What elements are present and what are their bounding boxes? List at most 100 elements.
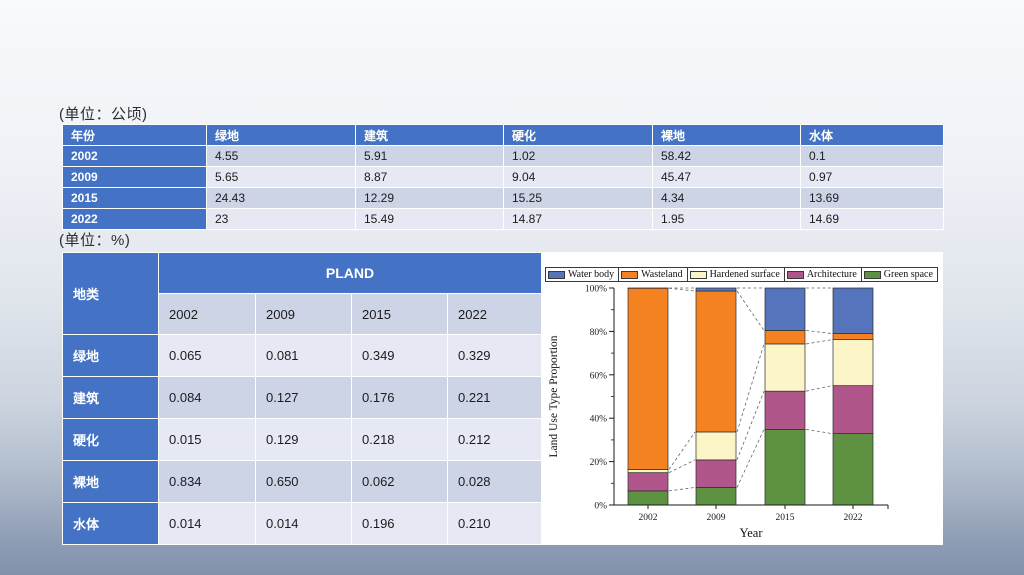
cell: 14.87 — [503, 208, 653, 230]
year-header: 2015 — [351, 293, 448, 335]
cell: 12.29 — [355, 187, 504, 209]
cell: 0.129 — [255, 418, 352, 461]
cell: 0.015 — [158, 418, 256, 461]
cell: 0.176 — [351, 376, 448, 419]
col-header-bareland: 裸地 — [652, 124, 801, 146]
svg-text:60%: 60% — [590, 371, 608, 381]
svg-text:40%: 40% — [590, 415, 608, 425]
cell: 0.028 — [446, 460, 543, 503]
chart-panel — [541, 252, 943, 545]
row-header: 2015 — [62, 187, 207, 209]
col-header-landtype: 地类 — [62, 252, 159, 335]
percent-unit-caption: (单位：%) — [59, 232, 131, 249]
cell: 0.329 — [446, 334, 543, 377]
cell: 15.49 — [355, 208, 504, 230]
cell: 0.221 — [446, 376, 543, 419]
architecture-swatch-icon — [786, 270, 804, 279]
col-header-hardened: 硬化 — [503, 124, 653, 146]
svg-text:Year: Year — [739, 526, 763, 540]
table-row: 硬化 0.015 0.129 0.218 0.212 — [62, 418, 543, 461]
group-header-pland: PLAND — [157, 252, 543, 294]
svg-text:2015: 2015 — [776, 513, 795, 523]
table-row: 2002 4.55 5.91 1.02 58.42 0.1 — [62, 145, 944, 167]
svg-text:20%: 20% — [590, 458, 608, 468]
cell: 4.34 — [652, 187, 801, 209]
year-header: 2022 — [446, 293, 543, 335]
legend-item-architecture: Architecture — [783, 267, 862, 282]
legend-label: Green space — [883, 268, 933, 280]
cell: 0.065 — [158, 334, 256, 377]
table-row: 水体 0.014 0.014 0.196 0.210 — [62, 502, 543, 545]
cell: 0.014 — [255, 502, 352, 545]
hardened-surface-swatch-icon — [689, 270, 707, 279]
legend-item-hardened-surface: Hardened surface — [686, 267, 785, 282]
col-header-architecture: 建筑 — [355, 124, 504, 146]
row-header: 2022 — [62, 208, 207, 230]
row-header-bareland: 裸地 — [62, 460, 159, 503]
legend-item-water-body: Water body — [545, 267, 620, 282]
hectares-table: 年份 绿地 建筑 硬化 裸地 水体 2002 4.55 5.91 1.02 58… — [62, 124, 944, 230]
table-header-row: 年份 绿地 建筑 硬化 裸地 水体 — [62, 124, 944, 146]
cell: 1.02 — [503, 145, 653, 167]
cell: 15.25 — [503, 187, 653, 209]
table-row: 2022 23 15.49 14.87 1.95 14.69 — [62, 208, 944, 230]
cell: 1.95 — [652, 208, 801, 230]
cell: 5.91 — [355, 145, 504, 167]
year-header: 2009 — [255, 293, 352, 335]
cell: 0.834 — [158, 460, 256, 503]
table-header-row: 地类 PLAND — [62, 252, 543, 335]
cell: 0.084 — [158, 376, 256, 419]
green-space-swatch-icon — [863, 270, 881, 279]
wasteland-swatch-icon — [621, 270, 639, 279]
table-subheader-row: 2002 2009 2015 2022 — [63, 293, 543, 335]
legend-label: Hardened surface — [709, 268, 780, 280]
col-header-greenspace: 绿地 — [206, 124, 356, 146]
cell: 24.43 — [206, 187, 356, 209]
cell: 9.04 — [503, 166, 653, 188]
cell: 45.47 — [652, 166, 801, 188]
cell: 0.127 — [255, 376, 352, 419]
cell: 23 — [206, 208, 356, 230]
landuse-stacked-bar-chart: 0% 20% 40% 60% 80% 100% 2002 2009 2015 2022 Land U… — [548, 285, 889, 540]
row-header-waterbody: 水体 — [62, 502, 159, 545]
hectares-unit-caption: (单位：公顷) — [59, 106, 148, 123]
legend-label: Architecture — [806, 268, 857, 280]
svg-text:0%: 0% — [594, 502, 607, 512]
row-header-hardened: 硬化 — [62, 418, 159, 461]
cell: 0.349 — [351, 334, 448, 377]
table-row: 裸地 0.834 0.650 0.062 0.028 — [62, 460, 543, 503]
cell: 0.97 — [800, 166, 944, 188]
row-header: 2009 — [62, 166, 207, 188]
svg-text:100%: 100% — [585, 285, 607, 295]
legend-item-green-space: Green space — [860, 267, 938, 282]
row-header-architecture: 建筑 — [62, 376, 159, 419]
svg-text:2009: 2009 — [707, 513, 726, 523]
table-row: 建筑 0.084 0.127 0.176 0.221 — [62, 376, 543, 419]
cell: 0.062 — [351, 460, 448, 503]
col-header-waterbody: 水体 — [800, 124, 944, 146]
svg-text:Land Use Type Proportion: Land Use Type Proportion — [548, 335, 560, 457]
cell: 58.42 — [652, 145, 801, 167]
cell: 0.1 — [800, 145, 944, 167]
cell: 4.55 — [206, 145, 356, 167]
pland-table: 地类 PLAND 2002 2009 2015 2022 绿地 0.065 0.… — [62, 252, 543, 545]
svg-text:80%: 80% — [590, 328, 608, 338]
table-row: 2015 24.43 12.29 15.25 4.34 13.69 — [62, 187, 944, 209]
cell: 0.212 — [446, 418, 543, 461]
cell: 14.69 — [800, 208, 944, 230]
table-row: 绿地 0.065 0.081 0.349 0.329 — [62, 334, 543, 377]
svg-text:2002: 2002 — [639, 513, 658, 523]
water-body-swatch-icon — [548, 270, 566, 279]
cell: 13.69 — [800, 187, 944, 209]
row-header-greenspace: 绿地 — [62, 334, 159, 377]
cell: 0.210 — [446, 502, 543, 545]
svg-text:2022: 2022 — [844, 513, 863, 523]
legend-label: Water body — [568, 268, 615, 280]
row-header: 2002 — [62, 145, 207, 167]
cell: 0.218 — [351, 418, 448, 461]
cell: 0.650 — [255, 460, 352, 503]
year-header: 2002 — [158, 293, 256, 335]
cell: 0.014 — [158, 502, 256, 545]
table-row: 2009 5.65 8.87 9.04 45.47 0.97 — [62, 166, 944, 188]
